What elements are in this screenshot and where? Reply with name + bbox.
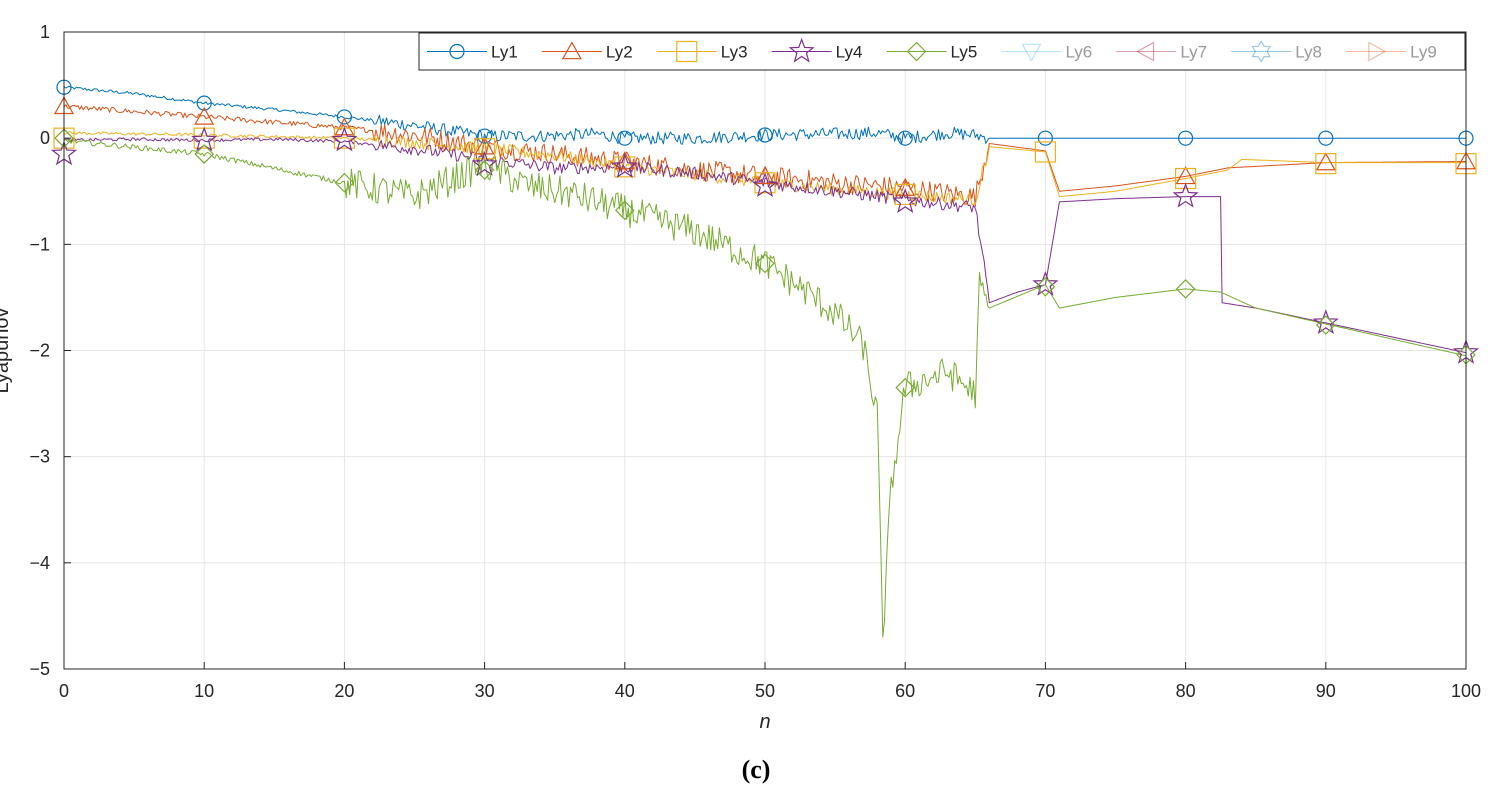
x-tick-label: 50 (755, 681, 775, 701)
y-tick-label: −2 (29, 341, 50, 361)
marker-ly5 (755, 253, 775, 274)
marker-ly4 (1032, 270, 1059, 296)
legend-label-ly5: Ly5 (951, 43, 978, 62)
legend-label-ly9: Ly9 (1410, 43, 1437, 62)
x-tick-label: 20 (334, 681, 354, 701)
y-tick-labels: 1 0 −1 −2 −3 −4 −5 (29, 22, 71, 679)
x-tick-label: 80 (1176, 681, 1196, 701)
marker-ly3 (894, 183, 916, 206)
marker-ly2 (1315, 152, 1336, 171)
legend-label-ly1: Ly1 (491, 43, 518, 62)
legend-marker-ly9 (1368, 41, 1387, 62)
x-tick-label: 10 (194, 681, 214, 701)
marker-ly2 (194, 106, 215, 125)
marker-ly1 (196, 95, 212, 111)
series-markers (50, 79, 1480, 398)
marker-ly3 (1034, 141, 1057, 163)
series-line-ly1 (63, 85, 1466, 145)
legend-label-ly2: Ly2 (606, 43, 633, 62)
marker-ly1 (477, 128, 493, 144)
x-tick-label: 40 (615, 681, 635, 701)
marker-ly2 (614, 151, 635, 170)
marker-ly4 (751, 172, 779, 198)
legend-marker-ly8 (1251, 40, 1271, 63)
x-tick-label: 100 (1451, 681, 1481, 701)
legend-marker-ly4 (788, 37, 815, 63)
legend-marker-ly2 (561, 41, 582, 60)
y-tick-label: 0 (40, 128, 50, 148)
marker-ly5 (334, 172, 355, 193)
marker-ly3 (1315, 153, 1337, 175)
marker-ly1 (897, 130, 913, 146)
x-tick-label: 60 (895, 681, 915, 701)
marker-ly4 (1172, 182, 1199, 208)
y-tick-label: −4 (29, 553, 50, 573)
marker-ly4 (471, 150, 498, 176)
legend-marker-ly6 (1021, 43, 1042, 62)
marker-ly5 (1175, 279, 1196, 299)
y-tick-label: −5 (29, 659, 50, 679)
legend-marker-ly1 (449, 43, 465, 60)
marker-ly3 (474, 138, 496, 160)
legend-label-ly6: Ly6 (1065, 43, 1092, 62)
y-axis-label: Lyapunov (0, 308, 13, 394)
y-tick-label: −1 (29, 234, 50, 254)
marker-ly2 (334, 117, 355, 136)
figure-caption: (c) (742, 755, 771, 784)
marker-ly5 (1035, 276, 1056, 297)
marker-ly3 (1174, 167, 1197, 190)
marker-ly4 (892, 188, 919, 213)
marker-ly5 (895, 377, 916, 398)
marker-ly2 (754, 166, 776, 185)
marker-ly5 (194, 144, 215, 164)
legend-marker-ly5 (906, 41, 927, 62)
x-axis-label: n (759, 711, 770, 733)
marker-ly1 (336, 109, 352, 125)
x-tick-label: 0 (59, 681, 69, 701)
legend-label-ly7: Ly7 (1180, 43, 1207, 62)
legend-label-ly8: Ly8 (1295, 43, 1322, 62)
x-tick-label: 70 (1035, 681, 1055, 701)
marker-ly1 (757, 127, 773, 143)
marker-ly4 (611, 153, 638, 178)
x-tick-label: 90 (1316, 681, 1336, 701)
marker-ly3 (614, 156, 636, 178)
legend-label-ly4: Ly4 (836, 43, 863, 62)
legend-marker-ly7 (1136, 41, 1155, 62)
marker-ly4 (1312, 309, 1339, 335)
marker-ly5 (1315, 315, 1336, 335)
marker-ly5 (614, 200, 635, 221)
marker-ly1 (1037, 130, 1054, 146)
marker-ly2 (895, 177, 916, 196)
legend-label-ly3: Ly3 (721, 43, 748, 62)
marker-ly5 (474, 160, 495, 180)
marker-ly1 (1177, 130, 1194, 146)
series-line-ly5 (64, 138, 1467, 638)
marker-ly4 (331, 126, 358, 152)
x-tick-labels: 0 10 20 30 40 50 60 70 80 90 100 (59, 662, 1481, 701)
x-tick-label: 30 (475, 681, 495, 701)
series-line-ly4 (63, 137, 1467, 354)
y-tick-label: 1 (40, 22, 50, 42)
marker-ly1 (1318, 130, 1334, 146)
marker-ly1 (617, 130, 633, 146)
legend-marker-ly3 (676, 40, 698, 63)
legend: Ly1 Ly2 Ly3 Ly4 Ly5 Ly6 Ly7 Ly8 Ly9 (418, 32, 1466, 71)
y-tick-label: −3 (29, 447, 50, 467)
